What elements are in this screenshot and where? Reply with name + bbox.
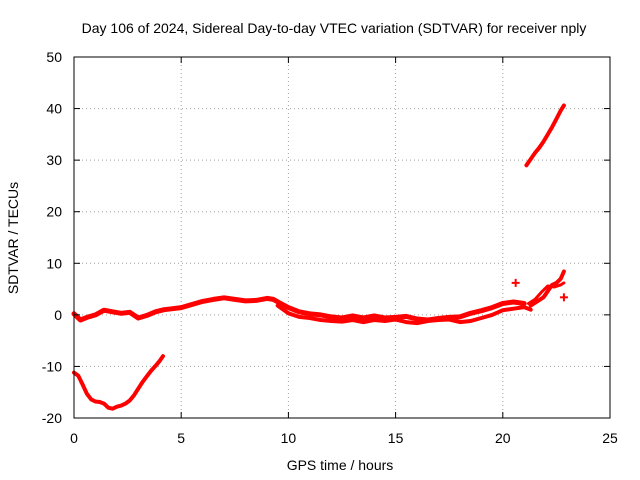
x-tick-label: 15 xyxy=(388,430,404,446)
track-main-band-lower xyxy=(275,303,533,326)
y-tick-label: 0 xyxy=(54,307,62,323)
y-tick-label: 50 xyxy=(46,49,62,65)
x-tick-label: 0 xyxy=(70,430,78,446)
track-late-rise-lower xyxy=(527,281,566,305)
y-tick-label: 40 xyxy=(46,101,62,117)
x-tick-label: 20 xyxy=(495,430,511,446)
x-axis-label: GPS time / hours xyxy=(287,457,394,473)
chart-title: Day 106 of 2024, Sidereal Day-to-day VTE… xyxy=(82,20,587,36)
spike-point xyxy=(511,278,520,287)
track-late-rise xyxy=(528,269,566,308)
grid xyxy=(74,57,610,418)
outlier-point xyxy=(559,293,568,302)
track-negative-dip xyxy=(72,354,165,411)
y-tick-label: 10 xyxy=(46,255,62,271)
x-tick-labels: 0 5 10 15 20 25 xyxy=(70,430,618,446)
x-tick-label: 25 xyxy=(602,430,618,446)
x-tick-label: 5 xyxy=(177,430,185,446)
series-group xyxy=(71,103,568,411)
track-high-segment xyxy=(524,103,566,168)
y-tick-labels: -20 -10 0 10 20 30 40 50 xyxy=(42,49,62,426)
y-tick-label: 30 xyxy=(46,152,62,168)
y-tick-label: -10 xyxy=(42,358,62,374)
x-tick-label: 10 xyxy=(281,430,297,446)
y-axis-label: SDTVAR / TECUs xyxy=(5,182,21,294)
y-tick-label: 20 xyxy=(46,204,62,220)
plot-frame xyxy=(73,56,611,419)
axis-ticks xyxy=(73,56,611,419)
y-tick-label: -20 xyxy=(42,410,62,426)
